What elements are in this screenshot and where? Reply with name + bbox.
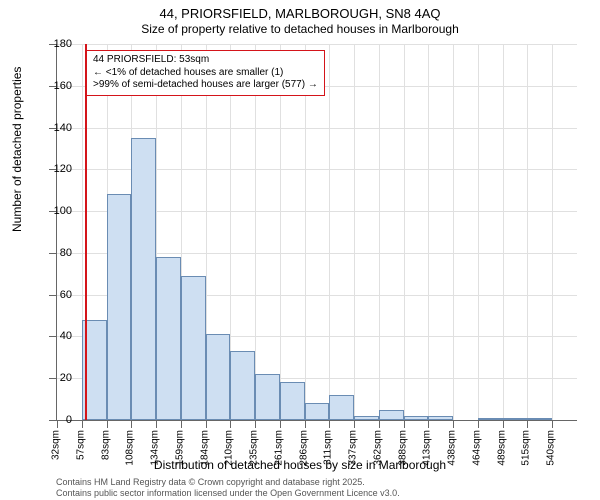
y-tick-label: 100 (32, 205, 72, 217)
histogram-bar (428, 416, 453, 420)
x-tick-label: 337sqm (348, 430, 359, 466)
x-tick-label: 261sqm (273, 430, 284, 466)
x-tick-label: 210sqm (224, 430, 235, 466)
property-marker-line (85, 44, 87, 420)
gridline-v (503, 44, 504, 420)
property-size-chart: 44, PRIORSFIELD, MARLBOROUGH, SN8 4AQ Si… (0, 0, 600, 500)
histogram-bar (131, 138, 156, 420)
y-tick-label: 40 (32, 330, 72, 342)
x-tick-label: 83sqm (100, 430, 111, 460)
x-tick (329, 420, 330, 428)
y-tick-label: 20 (32, 372, 72, 384)
x-tick (404, 420, 405, 428)
x-tick (478, 420, 479, 428)
y-tick-label: 180 (32, 38, 72, 50)
histogram-bar (181, 276, 206, 420)
histogram-bar (305, 403, 330, 420)
x-tick-label: 108sqm (125, 430, 136, 466)
x-tick (206, 420, 207, 428)
caption-line-1: Contains HM Land Registry data © Crown c… (56, 477, 365, 487)
y-tick-label: 0 (32, 414, 72, 426)
x-tick-label: 134sqm (150, 430, 161, 466)
annotation-line-1: 44 PRIORSFIELD: 53sqm (93, 54, 318, 67)
gridline-v (280, 44, 281, 420)
histogram-bar (206, 334, 231, 420)
x-tick (305, 420, 306, 428)
histogram-bar (156, 257, 181, 420)
x-tick-label: 311sqm (323, 430, 334, 465)
histogram-bar (527, 418, 552, 420)
y-tick-label: 80 (32, 247, 72, 259)
x-tick (181, 420, 182, 428)
gridline-h (57, 128, 577, 129)
gridline-v (478, 44, 479, 420)
gridline-v (404, 44, 405, 420)
caption-line-2: Contains public sector information licen… (56, 488, 400, 498)
histogram-bar (379, 410, 404, 420)
x-tick-label: 413sqm (422, 430, 433, 466)
y-axis-label: Number of detached properties (10, 67, 24, 232)
histogram-bar (107, 194, 132, 420)
histogram-bar (503, 418, 528, 420)
gridline-v (329, 44, 330, 420)
gridline-v (527, 44, 528, 420)
x-tick (107, 420, 108, 428)
x-tick (428, 420, 429, 428)
x-tick (379, 420, 380, 428)
x-tick-label: 235sqm (249, 430, 260, 466)
y-tick-label: 140 (32, 122, 72, 134)
annotation-line-2: ← <1% of detached houses are smaller (1) (93, 67, 318, 80)
x-tick (527, 420, 528, 428)
gridline-v (552, 44, 553, 420)
chart-title-main: 44, PRIORSFIELD, MARLBOROUGH, SN8 4AQ (0, 6, 600, 21)
gridline-v (354, 44, 355, 420)
histogram-bar (230, 351, 255, 420)
y-tick-label: 60 (32, 289, 72, 301)
histogram-bar (329, 395, 354, 420)
x-tick-label: 489sqm (496, 430, 507, 466)
chart-title-sub: Size of property relative to detached ho… (0, 22, 600, 36)
y-tick-label: 120 (32, 163, 72, 175)
x-tick (156, 420, 157, 428)
x-tick (82, 420, 83, 428)
x-tick (453, 420, 454, 428)
histogram-bar (404, 416, 429, 420)
x-tick (230, 420, 231, 428)
gridline-v (453, 44, 454, 420)
marker-annotation: 44 PRIORSFIELD: 53sqm ← <1% of detached … (86, 50, 325, 96)
gridline-v (379, 44, 380, 420)
histogram-bar (280, 382, 305, 420)
gridline-h (57, 44, 577, 45)
x-tick-label: 159sqm (174, 430, 185, 466)
x-tick-label: 32sqm (51, 430, 62, 460)
x-tick (280, 420, 281, 428)
x-tick-label: 388sqm (397, 430, 408, 466)
annotation-line-3: >99% of semi-detached houses are larger … (93, 79, 318, 92)
plot-area (56, 44, 577, 421)
histogram-bar (354, 416, 379, 420)
x-tick-label: 184sqm (199, 430, 210, 466)
x-tick-label: 57sqm (75, 430, 86, 460)
x-tick-label: 438sqm (447, 430, 458, 466)
gridline-v (255, 44, 256, 420)
histogram-bar (478, 418, 503, 420)
x-tick (354, 420, 355, 428)
x-tick (552, 420, 553, 428)
x-tick-label: 540sqm (546, 430, 557, 466)
x-tick-label: 286sqm (298, 430, 309, 466)
x-tick-label: 464sqm (471, 430, 482, 466)
x-tick-label: 515sqm (521, 430, 532, 466)
x-tick (255, 420, 256, 428)
histogram-bar (255, 374, 280, 420)
x-tick (131, 420, 132, 428)
gridline-v (305, 44, 306, 420)
y-tick-label: 160 (32, 80, 72, 92)
x-tick (503, 420, 504, 428)
x-tick-label: 362sqm (372, 430, 383, 466)
gridline-v (428, 44, 429, 420)
